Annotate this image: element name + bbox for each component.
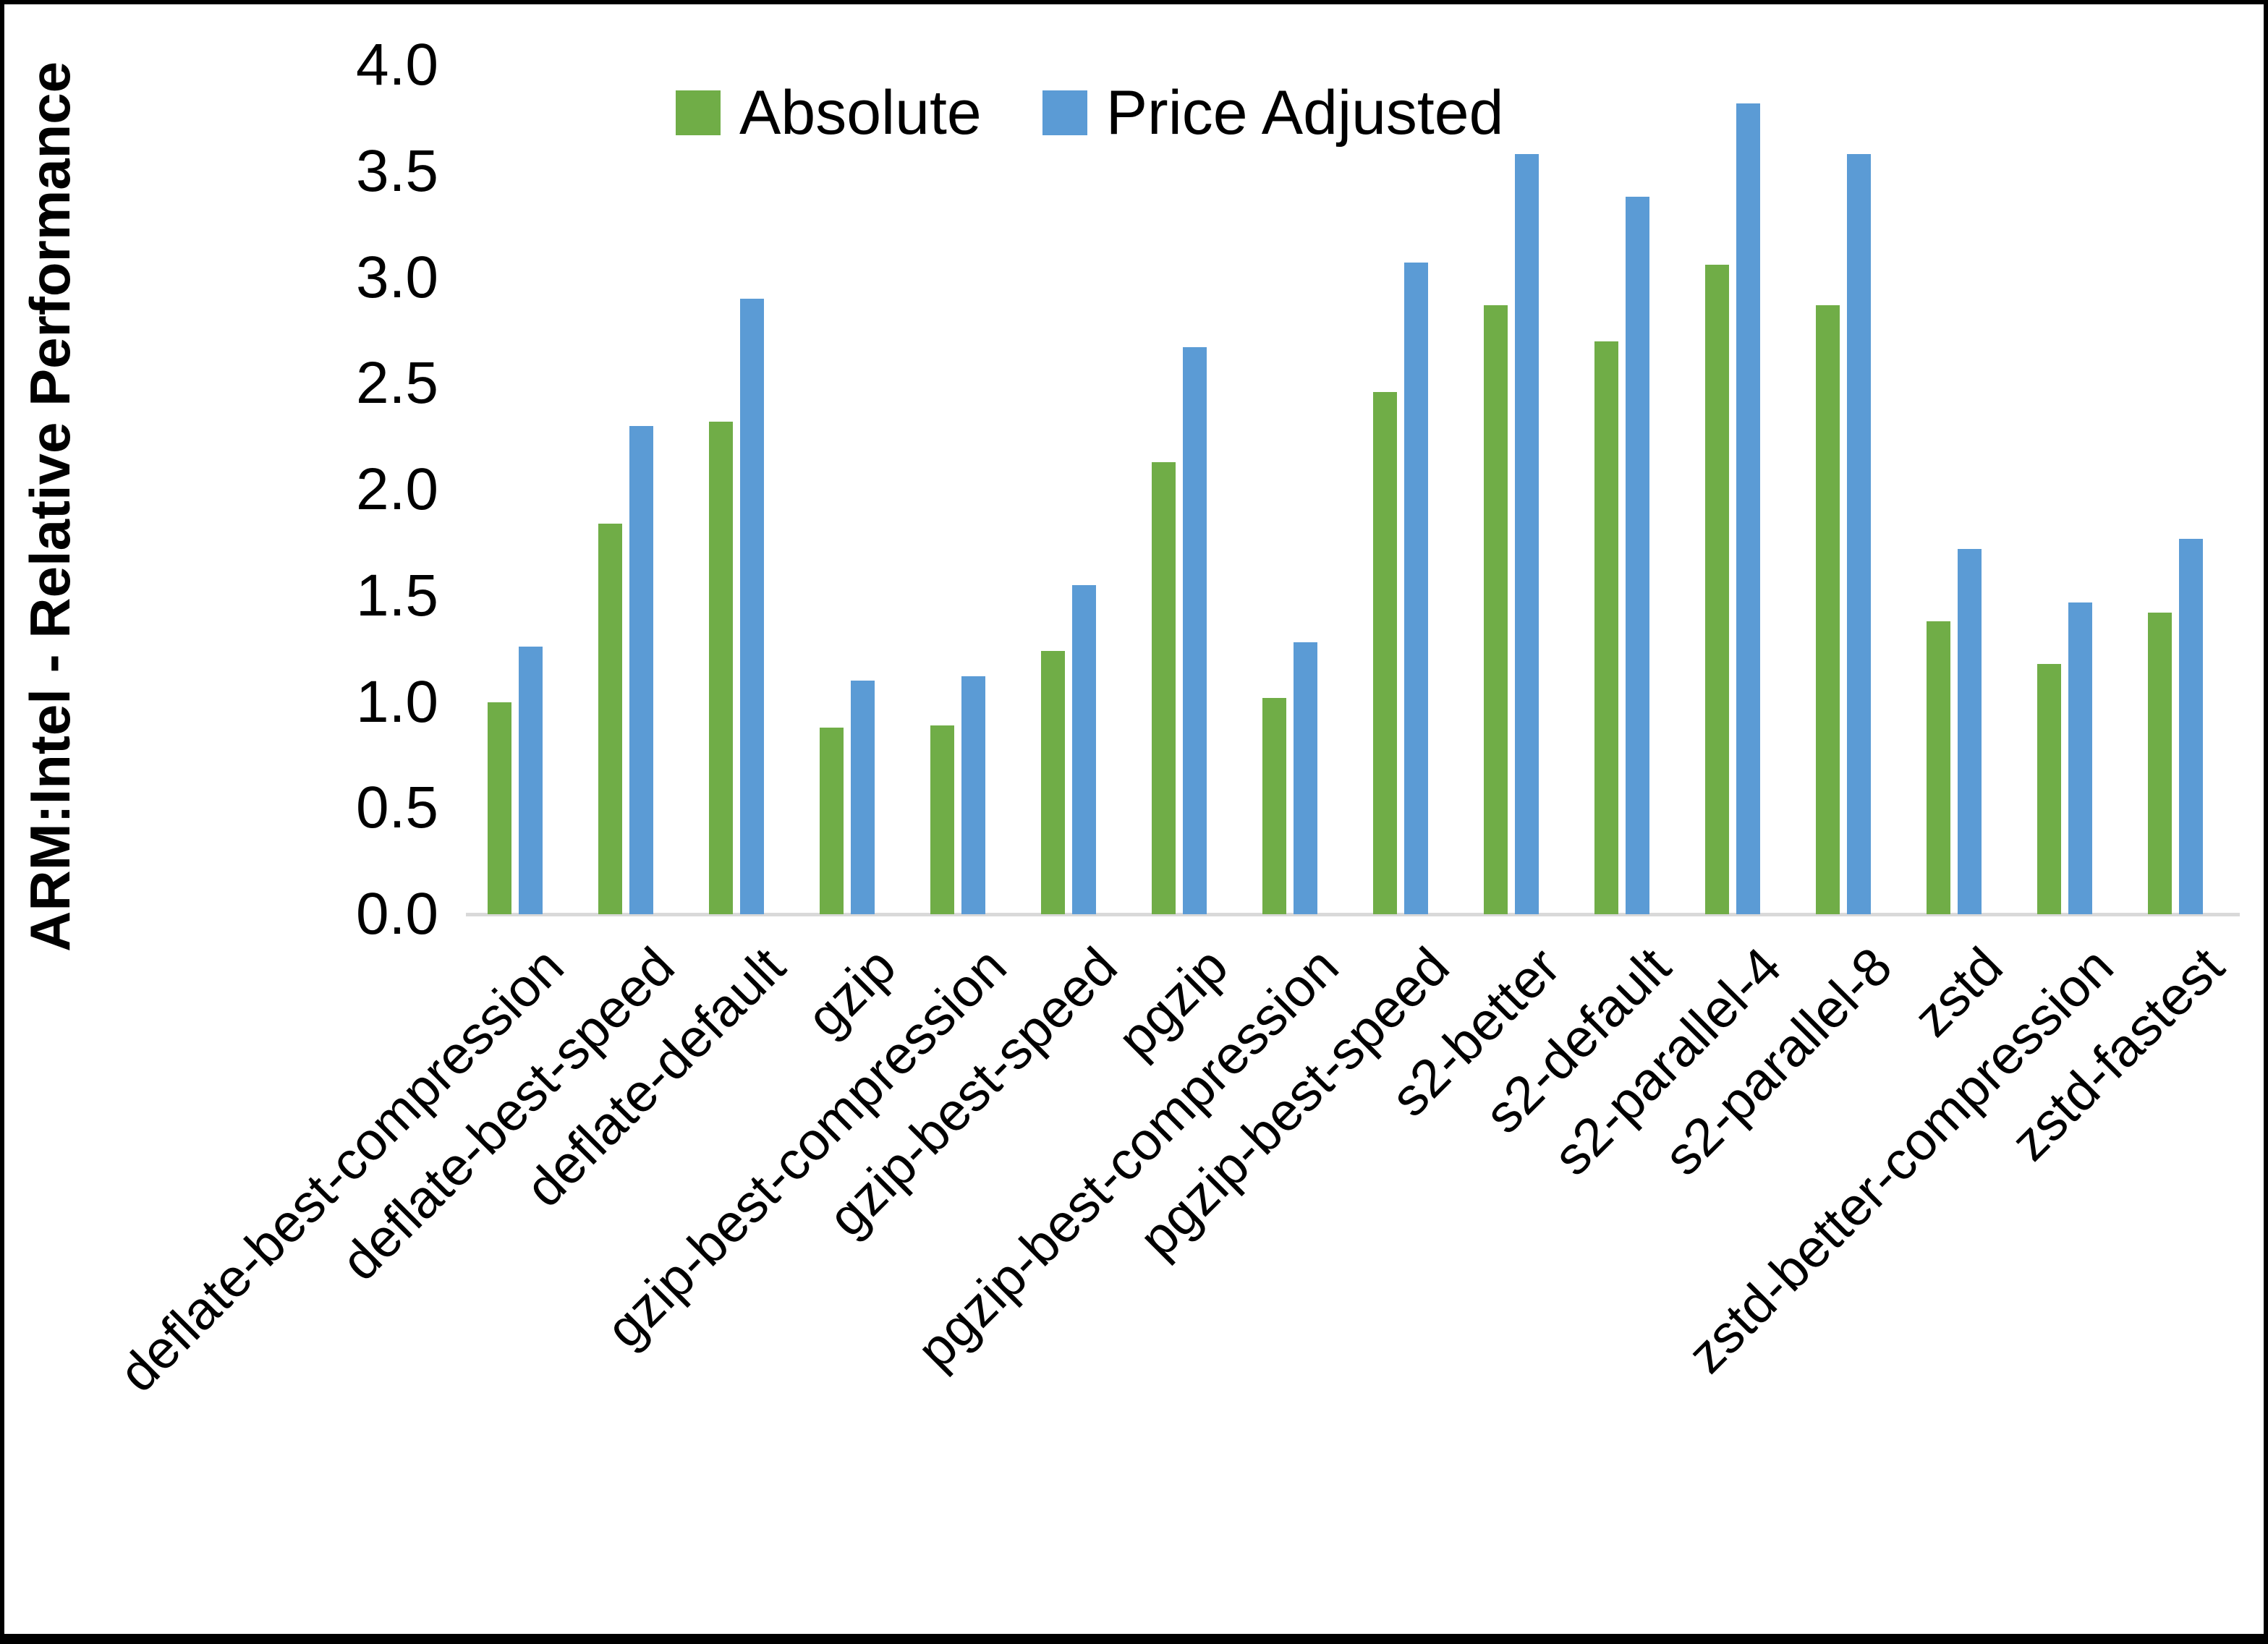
absolute-bar-gzip-best-compression	[930, 725, 954, 914]
price-adjusted-bar-deflate-default	[740, 298, 764, 914]
price-adjusted-bar-s2-parallel-4	[1736, 103, 1760, 914]
absolute-bar-deflate-best-speed	[598, 523, 622, 914]
y-axis-tick-label: 4.0	[356, 32, 438, 98]
y-axis-tick-label: 2.0	[356, 456, 438, 522]
absolute-bar-deflate-best-compression	[488, 702, 511, 914]
y-axis-tick-label: 0.5	[356, 775, 438, 841]
absolute-bar-s2-parallel-4	[1705, 264, 1729, 914]
price-adjusted-bar-zstd-fastest	[2179, 538, 2203, 914]
legend-swatch-icon	[676, 90, 721, 135]
legend: Absolute Price Adjusted	[676, 77, 1503, 149]
price-adjusted-bar-gzip-best-speed	[1072, 585, 1096, 914]
price-adjusted-bar-deflate-best-speed	[629, 425, 653, 914]
absolute-bar-s2-parallel-8	[1816, 304, 1840, 914]
price-adjusted-bar-pgzip-best-speed	[1404, 262, 1428, 914]
y-axis-tick-label: 2.5	[356, 350, 438, 417]
x-axis-line	[466, 913, 2240, 916]
absolute-bar-pgzip-best-compression	[1262, 697, 1286, 914]
price-adjusted-bar-deflate-best-compression	[519, 647, 543, 914]
absolute-bar-pgzip-best-speed	[1373, 391, 1397, 914]
legend-item-absolute: Absolute	[676, 77, 982, 149]
price-adjusted-bar-zstd-better-compression	[2068, 602, 2092, 914]
absolute-bar-s2-better	[1484, 304, 1508, 914]
y-axis-tick-label: 1.5	[356, 562, 438, 629]
price-adjusted-bar-gzip-best-compression	[961, 676, 985, 914]
legend-label: Price Adjusted	[1105, 78, 1504, 148]
absolute-bar-deflate-default	[709, 422, 733, 914]
y-axis-title: ARM:Intel - Relative Performance	[18, 61, 82, 953]
price-adjusted-bar-pgzip	[1183, 347, 1207, 914]
legend-label: Absolute	[739, 78, 982, 148]
absolute-bar-gzip-best-speed	[1041, 651, 1065, 914]
price-adjusted-bar-zstd	[1958, 549, 1982, 914]
price-adjusted-bar-s2-default	[1626, 196, 1649, 914]
y-axis-tick-label: 3.5	[356, 137, 438, 204]
absolute-bar-zstd-better-compression	[2037, 663, 2061, 914]
y-axis-tick-label: 0.0	[356, 881, 438, 947]
price-adjusted-bar-s2-parallel-8	[1847, 154, 1871, 914]
legend-swatch-icon	[1042, 90, 1087, 135]
absolute-bar-gzip	[820, 727, 844, 914]
price-adjusted-bar-gzip	[851, 681, 875, 914]
y-axis-tick-label: 1.0	[356, 668, 438, 735]
y-axis-tick-label: 3.0	[356, 244, 438, 310]
absolute-bar-zstd-fastest	[2148, 613, 2172, 914]
legend-item-price-adjusted: Price Adjusted	[1042, 77, 1504, 149]
absolute-bar-s2-default	[1594, 341, 1618, 914]
price-adjusted-bar-s2-better	[1515, 154, 1539, 914]
absolute-bar-pgzip	[1152, 461, 1176, 914]
price-adjusted-bar-pgzip-best-compression	[1294, 642, 1317, 914]
absolute-bar-zstd	[1927, 621, 1950, 914]
